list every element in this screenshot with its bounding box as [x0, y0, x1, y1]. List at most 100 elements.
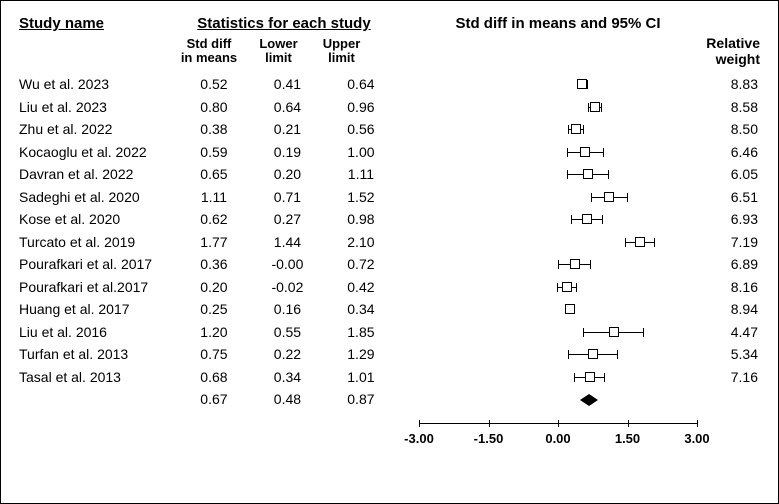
forest-plot-area	[419, 73, 697, 413]
std-diff: 0.80	[177, 96, 250, 119]
point-marker	[590, 102, 600, 112]
point-marker	[604, 192, 614, 202]
std-diff: 1.77	[177, 231, 250, 254]
std-diff: 0.25	[177, 298, 250, 321]
subheader-stddiff: Std diffin means	[174, 37, 244, 65]
relative-weight: 8.94	[692, 298, 760, 321]
std-diff: 0.52	[177, 73, 250, 96]
study-name: Wu et al. 2023	[19, 73, 177, 96]
upper-limit: 0.34	[324, 298, 397, 321]
std-diff: 0.75	[177, 343, 250, 366]
upper-limit: 1.11	[324, 163, 397, 186]
relative-weight: 6.89	[692, 253, 760, 276]
header-relweight: Relativeweight	[695, 35, 760, 67]
relative-weight: 6.46	[692, 141, 760, 164]
point-marker	[585, 372, 595, 382]
axis-label: -3.00	[404, 431, 434, 446]
axis-tick	[419, 420, 420, 427]
upper-limit: 1.00	[324, 141, 397, 164]
axis-tick	[558, 420, 559, 427]
std-diff: 0.62	[177, 208, 250, 231]
upper-limit: 0.56	[324, 118, 397, 141]
relative-weight: 6.93	[692, 208, 760, 231]
relative-weight: 8.50	[692, 118, 760, 141]
lower-limit: 0.16	[251, 298, 324, 321]
summary-lower: 0.48	[251, 388, 324, 411]
lower-limit: 0.41	[251, 73, 324, 96]
lower-limit: 0.21	[251, 118, 324, 141]
axis-label: 1.50	[615, 431, 640, 446]
header-row: Study name Statistics for each study Std…	[19, 15, 760, 73]
point-marker	[588, 349, 598, 359]
point-marker	[635, 237, 645, 247]
summary-diamond	[580, 393, 598, 411]
study-name: Zhu et al. 2022	[19, 118, 177, 141]
study-name: Sadeghi et al. 2020	[19, 186, 177, 209]
upper-limit: 0.42	[324, 276, 397, 299]
header-forest: Std diff in means and 95% CI	[419, 15, 697, 32]
std-diff: 0.20	[177, 276, 250, 299]
point-marker	[571, 124, 581, 134]
upper-limit: 0.64	[324, 73, 397, 96]
lower-limit: 0.22	[251, 343, 324, 366]
axis-label: -1.50	[474, 431, 504, 446]
axis-label: 3.00	[684, 431, 709, 446]
point-marker	[609, 327, 619, 337]
study-name: Pourafkari et al.2017	[19, 276, 177, 299]
upper-limit: 1.01	[324, 366, 397, 389]
lower-limit: 0.20	[251, 163, 324, 186]
summary-std-diff: 0.67	[177, 388, 250, 411]
header-stats: Statistics for each study	[174, 15, 394, 32]
relative-weight: 7.16	[692, 366, 760, 389]
lower-limit: 0.64	[251, 96, 324, 119]
relative-weight: 8.58	[692, 96, 760, 119]
lower-limit: 0.19	[251, 141, 324, 164]
study-name: Kocaoglu et al. 2022	[19, 141, 177, 164]
std-diff: 0.65	[177, 163, 250, 186]
axis-tick	[697, 420, 698, 427]
relative-weight: 7.19	[692, 231, 760, 254]
upper-limit: 0.98	[324, 208, 397, 231]
lower-limit: -0.02	[251, 276, 324, 299]
relative-weight: 5.34	[692, 343, 760, 366]
point-marker	[582, 214, 592, 224]
lower-limit: 0.27	[251, 208, 324, 231]
study-name: Liu et al. 2016	[19, 321, 177, 344]
point-marker	[562, 282, 572, 292]
std-diff: 0.68	[177, 366, 250, 389]
study-name: Davran et al. 2022	[19, 163, 177, 186]
std-diff: 0.38	[177, 118, 250, 141]
lower-limit: 0.55	[251, 321, 324, 344]
upper-limit: 0.96	[324, 96, 397, 119]
axis-label: 0.00	[545, 431, 570, 446]
relative-weight: 8.16	[692, 276, 760, 299]
relative-weight: 4.47	[692, 321, 760, 344]
point-marker	[565, 304, 575, 314]
study-name: Pourafkari et al. 2017	[19, 253, 177, 276]
relative-weight: 6.51	[692, 186, 760, 209]
upper-limit: 1.85	[324, 321, 397, 344]
point-marker	[577, 79, 587, 89]
upper-limit: 1.52	[324, 186, 397, 209]
subheader-upper: Upperlimit	[314, 37, 369, 65]
study-name: Tasal et al. 2013	[19, 366, 177, 389]
std-diff: 1.11	[177, 186, 250, 209]
std-diff: 0.36	[177, 253, 250, 276]
point-marker	[580, 147, 590, 157]
upper-limit: 2.10	[324, 231, 397, 254]
lower-limit: 0.71	[251, 186, 324, 209]
subheader-lower: Lowerlimit	[251, 37, 306, 65]
relative-weight: 8.83	[692, 73, 760, 96]
x-axis: -3.00-1.500.001.503.00	[419, 413, 697, 453]
study-name: Liu et al. 2023	[19, 96, 177, 119]
axis-tick	[628, 420, 629, 427]
header-study: Study name	[19, 15, 104, 32]
study-name: Turcato et al. 2019	[19, 231, 177, 254]
lower-limit: 1.44	[251, 231, 324, 254]
study-name: Kose et al. 2020	[19, 208, 177, 231]
summary-upper: 0.87	[324, 388, 397, 411]
point-marker	[583, 169, 593, 179]
axis-tick	[489, 420, 490, 427]
lower-limit: -0.00	[251, 253, 324, 276]
std-diff: 1.20	[177, 321, 250, 344]
